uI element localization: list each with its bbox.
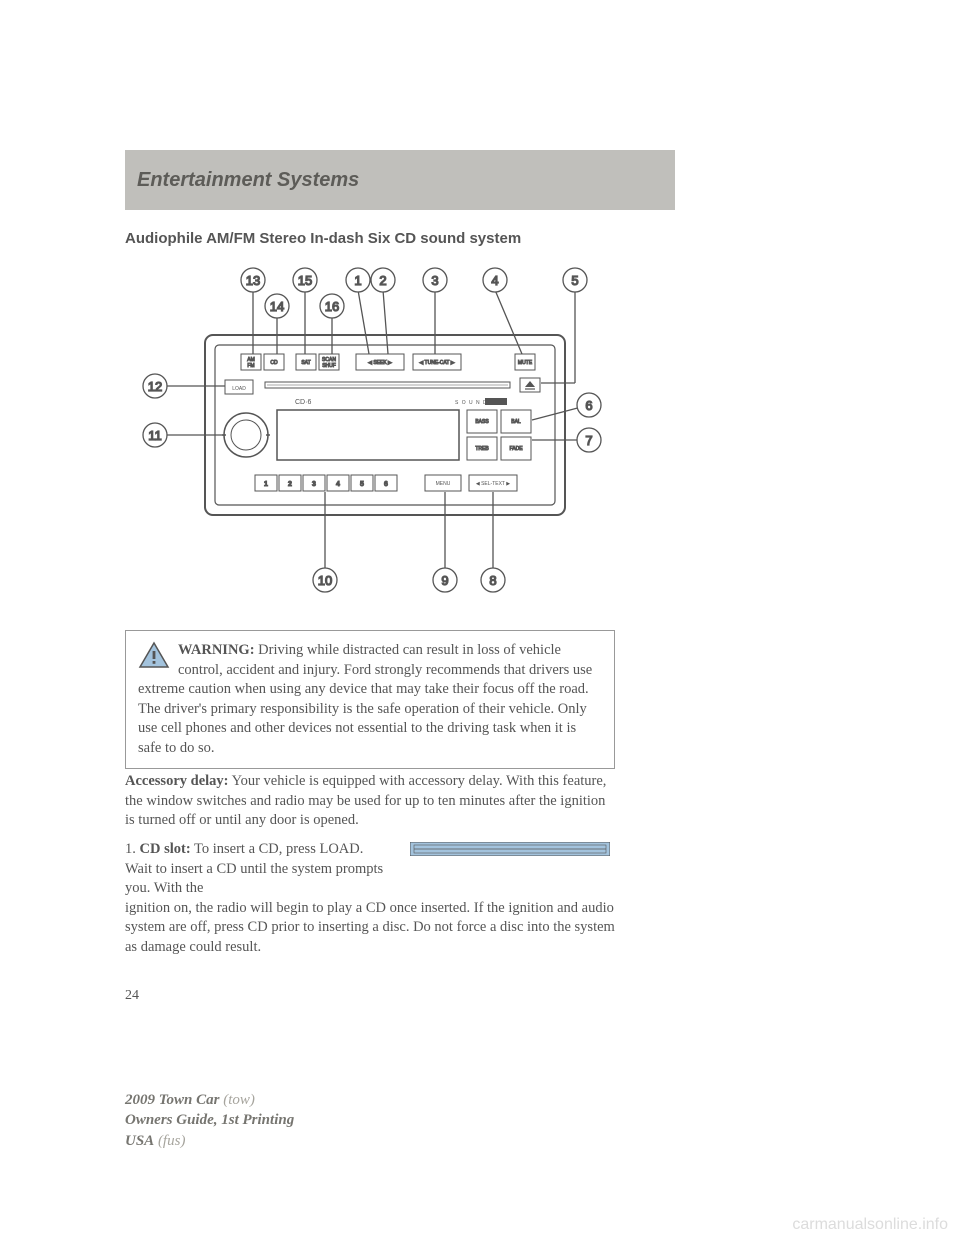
svg-text:SAT: SAT xyxy=(301,360,310,366)
footer-guide: Owners Guide, 1st Printing xyxy=(125,1110,294,1130)
svg-text:6: 6 xyxy=(585,398,592,413)
svg-text:MUTE: MUTE xyxy=(518,360,533,366)
svg-text:FADE: FADE xyxy=(509,446,523,452)
svg-text:9: 9 xyxy=(441,573,448,588)
footer-code1: (tow) xyxy=(219,1092,254,1108)
warning-label: WARNING: xyxy=(178,642,255,658)
svg-text:5: 5 xyxy=(360,481,364,488)
svg-text:SHUF: SHUF xyxy=(322,363,336,369)
svg-text:MENU: MENU xyxy=(436,481,451,487)
svg-text:10: 10 xyxy=(318,573,332,588)
svg-text:15: 15 xyxy=(298,273,312,288)
svg-text:12: 12 xyxy=(148,379,162,394)
svg-text:13: 13 xyxy=(246,273,260,288)
cd-label: CD slot: xyxy=(140,841,191,857)
svg-text:◀ SEL-TEXT ▶: ◀ SEL-TEXT ▶ xyxy=(476,481,510,487)
svg-text:16: 16 xyxy=(325,299,339,314)
watermark: carmanualsonline.info xyxy=(792,1216,948,1234)
cd-slot-para: 1. CD slot: To insert a CD, press LOAD. … xyxy=(125,840,615,957)
svg-text:5: 5 xyxy=(571,273,578,288)
svg-text:◀ TUNE-CAT ▶: ◀ TUNE-CAT ▶ xyxy=(419,360,454,366)
svg-text:BAL: BAL xyxy=(511,419,521,425)
svg-text:6: 6 xyxy=(384,481,388,488)
svg-text:2: 2 xyxy=(288,481,292,488)
footer-model: 2009 Town Car xyxy=(125,1092,219,1108)
radio-diagram: AMFM CD SAT SCANSHUF ◀ SEEK ▶ ◀ TUNE-CAT… xyxy=(125,260,615,600)
svg-text:◀ SEEK ▶: ◀ SEEK ▶ xyxy=(368,360,392,366)
svg-text:8: 8 xyxy=(489,573,496,588)
warning-icon xyxy=(138,641,170,669)
page-number: 24 xyxy=(125,988,139,1004)
footer-region: USA xyxy=(125,1133,154,1149)
svg-text:14: 14 xyxy=(270,299,284,314)
svg-text:1: 1 xyxy=(354,273,361,288)
accessory-delay-para: Accessory delay: Your vehicle is equippe… xyxy=(125,772,615,831)
cd-num: 1. xyxy=(125,841,140,857)
svg-text:3: 3 xyxy=(312,481,316,488)
svg-text:S O U N D: S O U N D xyxy=(455,400,488,406)
svg-text:11: 11 xyxy=(148,428,162,443)
svg-text:7: 7 xyxy=(585,433,592,448)
subsection-title: Audiophile AM/FM Stereo In-dash Six CD s… xyxy=(125,230,521,247)
svg-text:2: 2 xyxy=(379,273,386,288)
svg-text:FM: FM xyxy=(247,363,254,369)
cd-text-b: ignition on, the radio will begin to pla… xyxy=(125,899,615,958)
section-title: Entertainment Systems xyxy=(137,169,359,192)
warning-box: WARNING: Driving while distracted can re… xyxy=(125,630,615,769)
svg-text:CD·6: CD·6 xyxy=(295,399,311,406)
svg-text:3: 3 xyxy=(431,273,438,288)
svg-text:BASS: BASS xyxy=(475,419,489,425)
warning-text: Driving while distracted can result in l… xyxy=(138,642,592,756)
svg-text:1: 1 xyxy=(264,481,268,488)
footer-code2: (fus) xyxy=(154,1133,185,1149)
svg-text:4: 4 xyxy=(336,481,340,488)
section-header: Entertainment Systems xyxy=(125,150,675,210)
svg-text:CD: CD xyxy=(270,360,278,366)
svg-text:TREB: TREB xyxy=(475,446,489,452)
svg-text:4: 4 xyxy=(491,273,498,288)
accessory-label: Accessory delay: xyxy=(125,773,228,789)
footer: 2009 Town Car (tow) Owners Guide, 1st Pr… xyxy=(125,1090,294,1151)
cd-slot-illustration xyxy=(410,842,610,856)
svg-text:LOAD: LOAD xyxy=(232,386,246,392)
